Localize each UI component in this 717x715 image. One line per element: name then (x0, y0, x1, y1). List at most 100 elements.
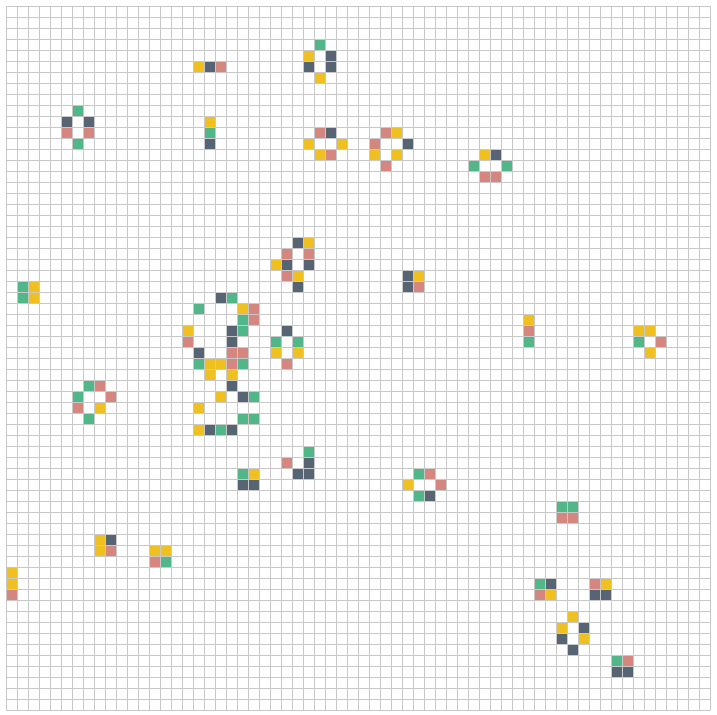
cell-green[interactable] (293, 337, 303, 347)
cell-pink[interactable] (568, 513, 578, 523)
cell-green[interactable] (568, 502, 578, 512)
cell-yellow[interactable] (271, 348, 281, 358)
cell-slate[interactable] (568, 645, 578, 655)
cell-pink[interactable] (535, 590, 545, 600)
cell-yellow[interactable] (194, 425, 204, 435)
cell-pink[interactable] (95, 381, 105, 391)
cell-yellow[interactable] (227, 370, 237, 380)
cell-slate[interactable] (579, 623, 589, 633)
cell-green[interactable] (304, 447, 314, 457)
cell-slate[interactable] (227, 425, 237, 435)
cell-slate[interactable] (205, 62, 215, 72)
cell-slate[interactable] (227, 337, 237, 347)
cell-green[interactable] (161, 557, 171, 567)
cell-pink[interactable] (227, 359, 237, 369)
cell-yellow[interactable] (95, 546, 105, 556)
cell-yellow[interactable] (95, 535, 105, 545)
cell-slate[interactable] (282, 326, 292, 336)
cell-pink[interactable] (326, 150, 336, 160)
cell-yellow[interactable] (194, 62, 204, 72)
cell-pink[interactable] (282, 249, 292, 259)
cell-yellow[interactable] (304, 238, 314, 248)
cell-yellow[interactable] (645, 348, 655, 358)
cell-yellow[interactable] (216, 359, 226, 369)
cell-pink[interactable] (62, 128, 72, 138)
cell-green[interactable] (194, 304, 204, 314)
cell-slate[interactable] (304, 458, 314, 468)
cell-pink[interactable] (216, 62, 226, 72)
cell-pink[interactable] (436, 480, 446, 490)
cell-green[interactable] (238, 326, 248, 336)
cell-pink[interactable] (656, 337, 666, 347)
cell-green[interactable] (524, 337, 534, 347)
cell-slate[interactable] (326, 51, 336, 61)
cell-yellow[interactable] (392, 128, 402, 138)
cell-green[interactable] (216, 425, 226, 435)
cell-green[interactable] (315, 40, 325, 50)
cell-pink[interactable] (480, 172, 490, 182)
cell-green[interactable] (73, 106, 83, 116)
cell-green[interactable] (84, 414, 94, 424)
cell-green[interactable] (238, 315, 248, 325)
cell-yellow[interactable] (315, 73, 325, 83)
cell-slate[interactable] (612, 667, 622, 677)
cell-yellow[interactable] (29, 282, 39, 292)
cell-green[interactable] (238, 469, 248, 479)
cell-yellow[interactable] (414, 271, 424, 281)
cell-pink[interactable] (106, 546, 116, 556)
cell-slate[interactable] (326, 62, 336, 72)
cell-pink[interactable] (106, 392, 116, 402)
cell-slate[interactable] (293, 238, 303, 248)
cell-slate[interactable] (293, 282, 303, 292)
cell-slate[interactable] (326, 128, 336, 138)
cell-slate[interactable] (238, 392, 248, 402)
cell-slate[interactable] (205, 425, 215, 435)
cell-slate[interactable] (84, 117, 94, 127)
cell-green[interactable] (249, 392, 259, 402)
cell-slate[interactable] (216, 293, 226, 303)
cell-green[interactable] (73, 139, 83, 149)
cell-slate[interactable] (62, 117, 72, 127)
cell-green[interactable] (557, 502, 567, 512)
cell-green[interactable] (73, 392, 83, 402)
cell-pink[interactable] (414, 282, 424, 292)
cell-yellow[interactable] (238, 304, 248, 314)
cell-green[interactable] (227, 293, 237, 303)
cell-slate[interactable] (403, 282, 413, 292)
cell-yellow[interactable] (392, 150, 402, 160)
cell-yellow[interactable] (194, 403, 204, 413)
cell-yellow[interactable] (546, 590, 556, 600)
cell-green[interactable] (634, 337, 644, 347)
cell-yellow[interactable] (634, 326, 644, 336)
cell-pink[interactable] (282, 458, 292, 468)
cell-yellow[interactable] (304, 139, 314, 149)
cell-pink[interactable] (590, 579, 600, 589)
cell-yellow[interactable] (480, 150, 490, 160)
cell-yellow[interactable] (95, 403, 105, 413)
cell-yellow[interactable] (601, 579, 611, 589)
cell-yellow[interactable] (216, 392, 226, 402)
cell-green[interactable] (238, 359, 248, 369)
cell-yellow[interactable] (7, 568, 17, 578)
cell-pink[interactable] (557, 513, 567, 523)
cell-yellow[interactable] (205, 370, 215, 380)
cell-slate[interactable] (205, 139, 215, 149)
cell-green[interactable] (469, 161, 479, 171)
cell-yellow[interactable] (29, 293, 39, 303)
cell-green[interactable] (535, 579, 545, 589)
cell-pink[interactable] (524, 326, 534, 336)
cell-green[interactable] (414, 469, 424, 479)
cell-yellow[interactable] (579, 634, 589, 644)
cell-slate[interactable] (227, 381, 237, 391)
cell-slate[interactable] (293, 469, 303, 479)
cell-pink[interactable] (282, 359, 292, 369)
cell-slate[interactable] (227, 326, 237, 336)
cell-pink[interactable] (227, 348, 237, 358)
cell-slate[interactable] (249, 480, 259, 490)
cell-green[interactable] (84, 381, 94, 391)
cell-yellow[interactable] (205, 359, 215, 369)
cell-yellow[interactable] (304, 51, 314, 61)
cell-slate[interactable] (557, 634, 567, 644)
cell-green[interactable] (271, 337, 281, 347)
cell-slate[interactable] (403, 271, 413, 281)
